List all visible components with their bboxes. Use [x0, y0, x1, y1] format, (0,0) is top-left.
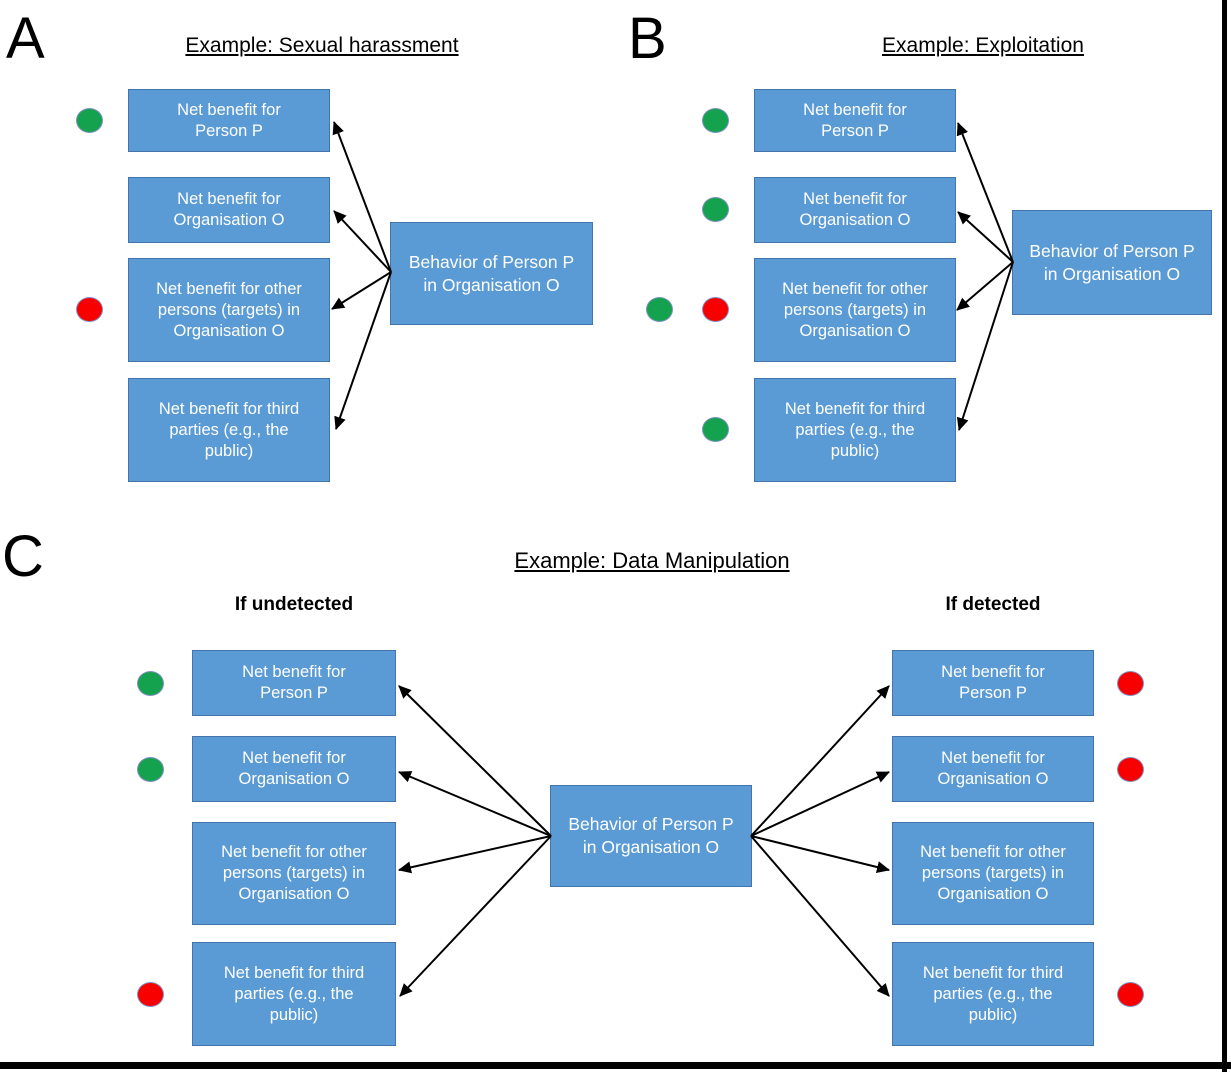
negative-indicator-dot	[1117, 671, 1144, 696]
benefit-box-organisation-o: Net benefit for Organisation O	[754, 177, 956, 243]
arrow-c-left-other-persons	[398, 835, 552, 874]
benefit-box-other-persons: Net benefit for other persons (targets) i…	[892, 822, 1094, 925]
arrow-b-third-parties	[956, 261, 1014, 431]
benefit-box-person-p: Net benefit for Person P	[192, 650, 396, 716]
benefit-box-third-parties: Net benefit for third parties (e.g., the p…	[892, 942, 1094, 1046]
arrow-a-third-parties	[334, 271, 392, 430]
benefit-box-other-persons: Net benefit for other persons (targets) i…	[754, 258, 956, 362]
negative-indicator-dot	[1117, 757, 1144, 782]
positive-indicator-dot	[702, 108, 729, 133]
panel-b-label: B	[628, 6, 667, 71]
benefit-box-organisation-o: Net benefit for Organisation O	[128, 177, 330, 243]
panel-b-title: Example: Exploitation	[882, 34, 1084, 57]
arrow-a-person-p	[332, 121, 392, 273]
benefit-box-person-p: Net benefit for Person P	[892, 650, 1094, 716]
benefit-box-organisation-o: Net benefit for Organisation O	[192, 736, 396, 802]
arrow-b-organisation-o	[957, 211, 1014, 263]
panel-c-title: Example: Data Manipulation	[514, 548, 790, 573]
arrow-b-other-persons	[956, 261, 1014, 311]
benefit-box-other-persons: Net benefit for other persons (targets) i…	[192, 822, 396, 925]
benefit-box-third-parties: Net benefit for third parties (e.g., the p…	[192, 942, 396, 1046]
negative-indicator-dot	[137, 982, 164, 1007]
arrow-b-person-p	[956, 122, 1014, 263]
column-header-if-detected: If detected	[945, 594, 1041, 615]
arrow-c-left-organisation-o	[398, 771, 552, 837]
panel-a-title: Example: Sexual harassment	[185, 34, 459, 57]
positive-indicator-dot	[702, 417, 729, 442]
arrow-c-left-person-p	[398, 685, 552, 837]
panel-c-label: C	[2, 524, 44, 589]
positive-indicator-dot	[137, 757, 164, 782]
benefit-box-third-parties: Net benefit for third parties (e.g., the p…	[754, 378, 956, 482]
positive-indicator-dot	[702, 197, 729, 222]
negative-indicator-dot	[702, 297, 729, 322]
benefit-box-organisation-o: Net benefit for Organisation O	[892, 736, 1094, 802]
arrow-c-right-third-parties	[750, 835, 890, 997]
arrow-c-right-other-persons	[750, 835, 890, 873]
benefit-box-other-persons: Net benefit for other persons (targets) i…	[128, 258, 330, 362]
benefit-box-person-p: Net benefit for Person P	[128, 89, 330, 152]
arrow-c-left-third-parties	[399, 835, 552, 997]
figure-border-bottom	[0, 1062, 1231, 1069]
positive-indicator-dot	[137, 671, 164, 696]
positive-indicator-dot	[76, 108, 103, 133]
negative-indicator-dot	[76, 297, 103, 322]
column-header-if-undetected: If undetected	[234, 594, 354, 615]
arrow-a-other-persons	[331, 271, 392, 310]
positive-indicator-dot	[646, 297, 673, 322]
figure-border-right	[1222, 0, 1227, 1072]
arrow-c-right-person-p	[750, 685, 890, 837]
panel-a-label: A	[6, 6, 45, 71]
benefit-box-person-p: Net benefit for Person P	[754, 89, 956, 152]
negative-indicator-dot	[1117, 982, 1144, 1007]
arrow-a-organisation-o	[333, 210, 392, 273]
arrow-c-right-organisation-o	[750, 771, 890, 837]
benefit-box-third-parties: Net benefit for third parties (e.g., the p…	[128, 378, 330, 482]
